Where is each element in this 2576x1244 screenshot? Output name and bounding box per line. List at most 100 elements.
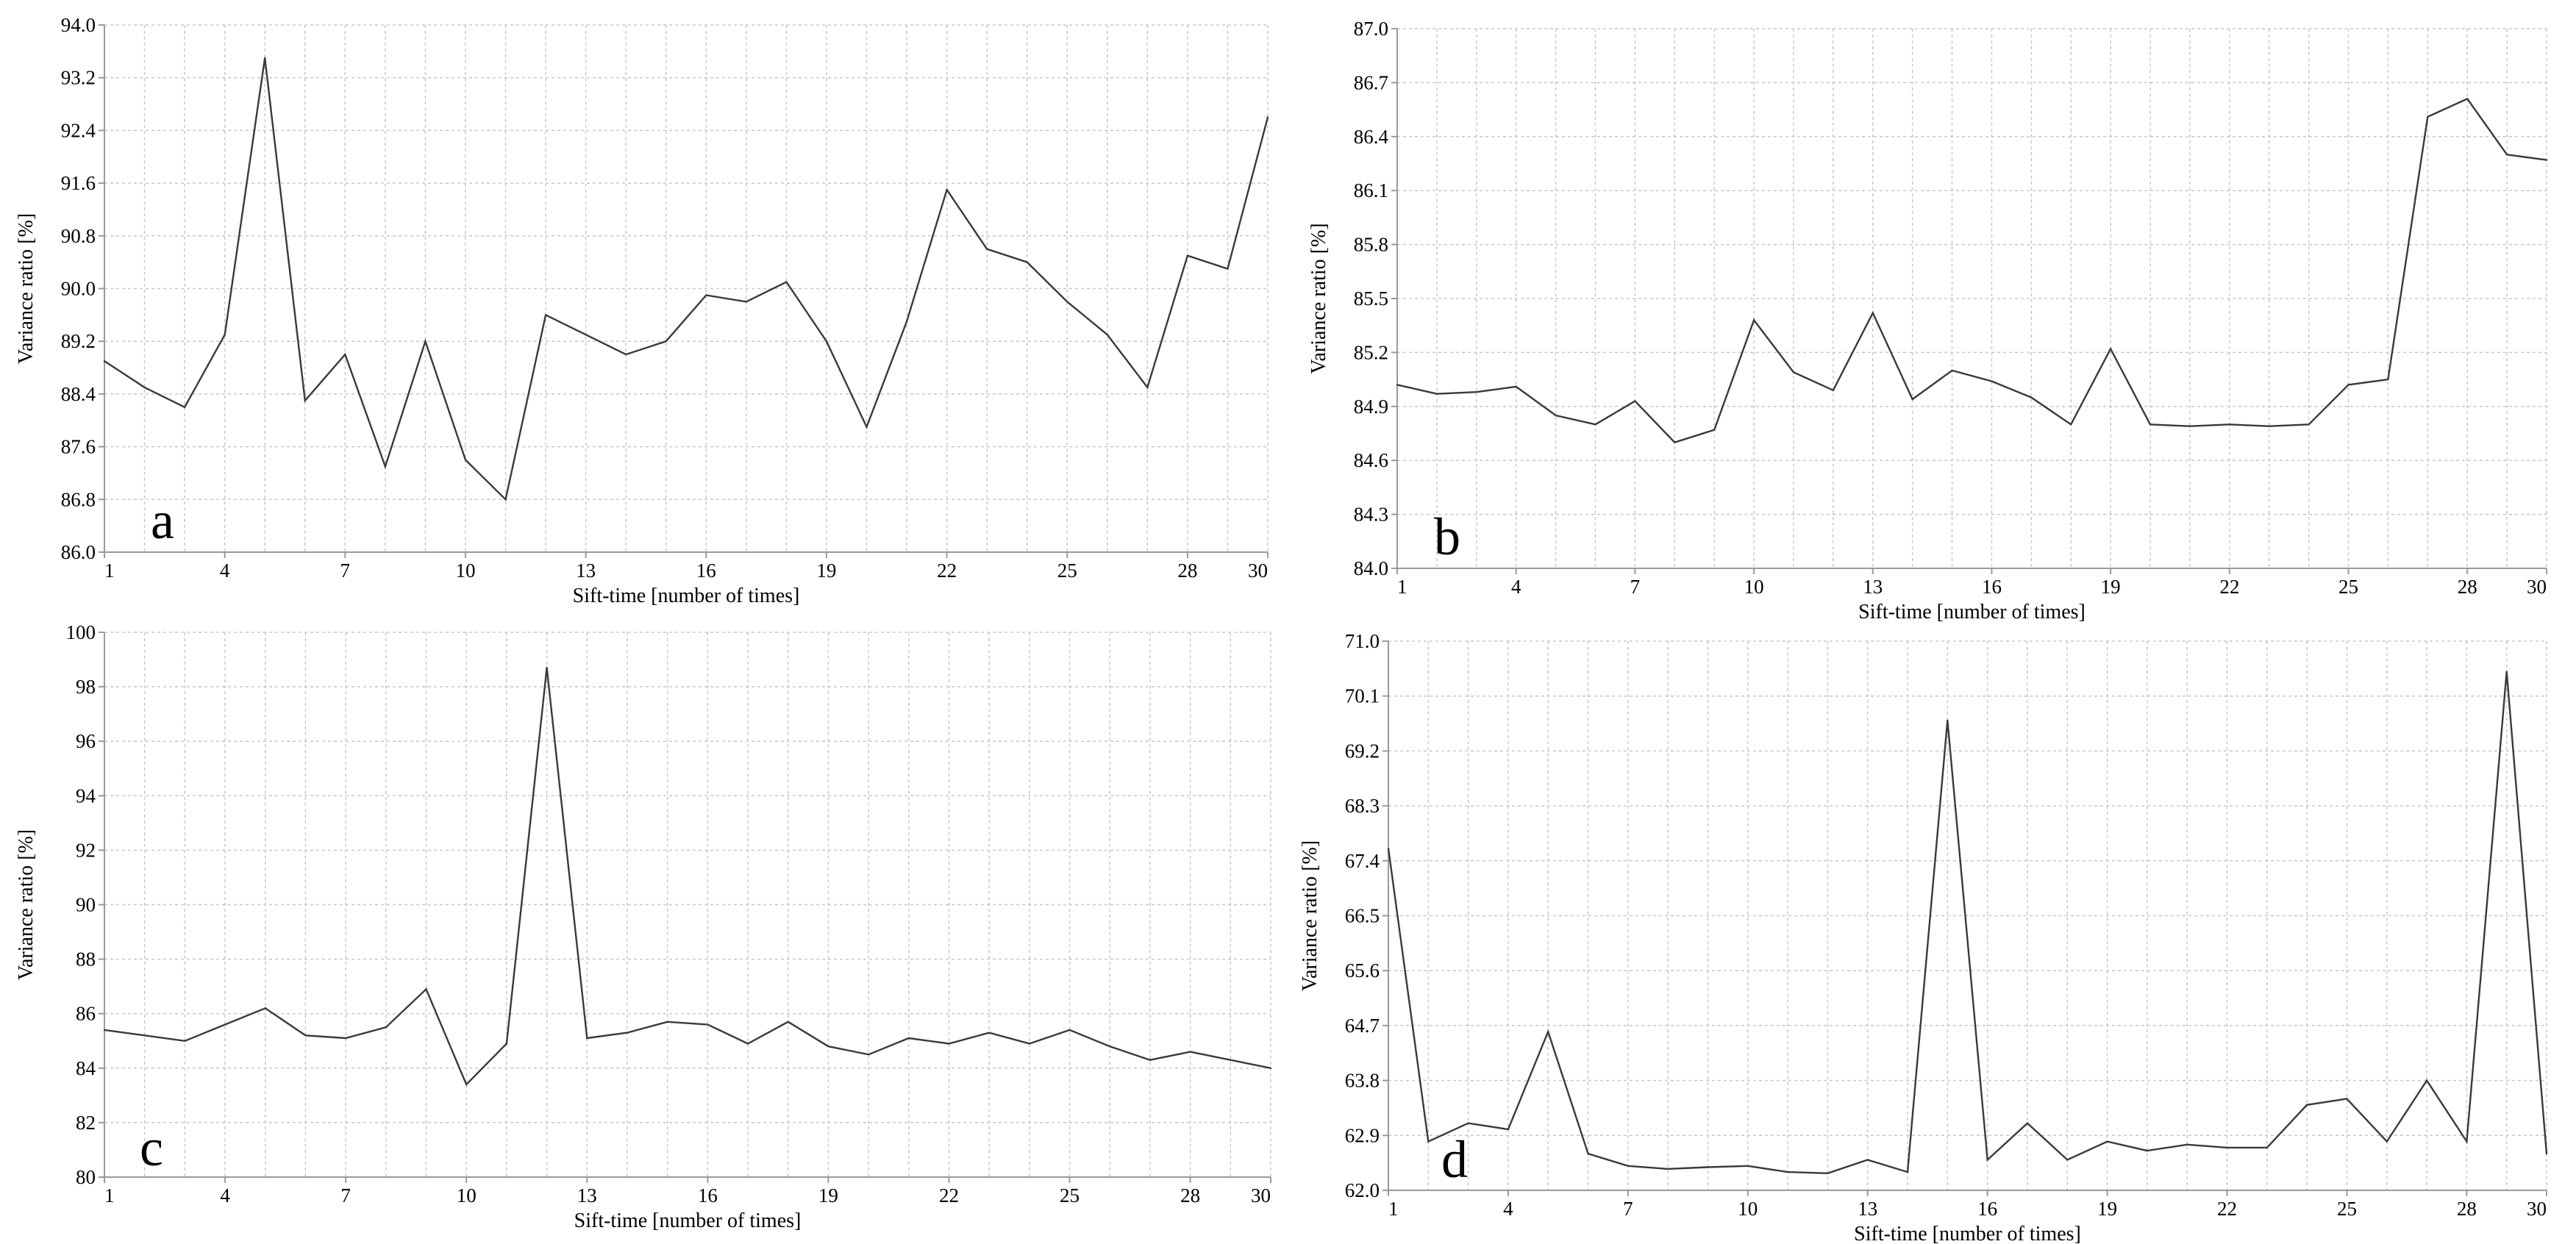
data-point: [2346, 1098, 2348, 1100]
chart-panel-c: 80 82 84 86 88 90 92 94 96 98 100 1 4 7 10 13 16 19 22 25 28…: [15, 621, 1272, 1232]
data-point: [988, 1032, 991, 1034]
x-tick-label: 22: [2219, 576, 2239, 598]
x-tick-label: 25: [2338, 576, 2358, 598]
x-tick-label: 1: [104, 560, 115, 582]
data-point: [385, 1026, 388, 1029]
data-point: [1427, 1140, 1430, 1143]
data-point: [624, 353, 627, 356]
x-tick-label: 10: [455, 560, 475, 582]
data-point: [424, 340, 427, 343]
data-point: [1028, 1043, 1031, 1045]
x-tick-label: 25: [1057, 560, 1077, 582]
x-tick-label: 13: [577, 1184, 597, 1207]
data-point: [264, 1007, 266, 1009]
data-point: [2545, 1153, 2548, 1155]
data-point: [2026, 1122, 2029, 1124]
series-line: [104, 668, 1271, 1087]
y-tick-label: 91.6: [61, 172, 96, 194]
data-point: [1189, 1051, 1191, 1053]
data-point: [1786, 1170, 1789, 1173]
data-point: [1752, 319, 1755, 321]
data-point: [585, 334, 587, 336]
data-point: [905, 321, 908, 323]
data-point: [103, 1029, 106, 1032]
x-tick-label: 28: [2458, 576, 2477, 598]
data-point: [1627, 1165, 1630, 1168]
x-tick-label: 10: [457, 1184, 477, 1207]
data-point: [1986, 1159, 1988, 1161]
y-tick-label: 92: [76, 839, 96, 861]
x-tick-label: 22: [939, 1184, 959, 1207]
data-point: [2347, 384, 2350, 386]
data-point: [1475, 391, 1477, 393]
y-tick-label: 68.3: [1345, 795, 1380, 817]
x-axis-label: Sift-time [number of times]: [1858, 601, 2086, 623]
data-point: [2226, 1146, 2228, 1149]
data-point: [2466, 98, 2469, 100]
data-point: [2146, 1149, 2149, 1152]
x-tick-label: 16: [698, 1184, 718, 1207]
y-tick-label: 86.1: [1354, 179, 1388, 201]
data-point: [546, 666, 548, 669]
x-tick-label: 25: [2337, 1198, 2357, 1220]
y-tick-label: 96: [76, 730, 96, 752]
data-point: [1387, 848, 1390, 850]
x-tick-label: 4: [220, 1184, 230, 1207]
data-point: [1594, 423, 1596, 426]
x-tick-label: 4: [1503, 1198, 1513, 1220]
y-tick-label: 84: [76, 1057, 96, 1079]
data-point: [946, 188, 948, 191]
x-tick-label: 10: [1744, 576, 1764, 598]
data-point: [464, 459, 467, 461]
x-tick-label: 7: [340, 560, 351, 582]
data-point: [1068, 1029, 1071, 1032]
series-line: [104, 57, 1269, 501]
y-axis-label: Variance ratio [%]: [1307, 223, 1330, 373]
data-point: [1906, 1170, 1909, 1173]
data-point: [2505, 154, 2508, 156]
y-tick-label: 86.7: [1354, 71, 1388, 93]
y-tick-label: 86: [76, 1003, 96, 1025]
y-tick-label: 67.4: [1345, 850, 1380, 872]
data-point: [1666, 1168, 1669, 1170]
y-tick-label: 84.3: [1354, 504, 1388, 526]
y-tick-label: 62.0: [1345, 1179, 1380, 1201]
y-tick-label: 65.6: [1345, 959, 1380, 982]
data-point: [143, 386, 146, 389]
data-point: [1435, 393, 1438, 395]
data-point: [2308, 423, 2310, 426]
y-tick-label: 89.2: [61, 330, 96, 352]
data-point: [707, 1023, 709, 1026]
x-tick-label: 16: [696, 560, 716, 582]
x-axis-label: Sift-time [number of times]: [573, 585, 800, 607]
x-tick-label: 30: [1248, 560, 1268, 582]
y-axis-label: Variance ratio [%]: [1299, 840, 1321, 991]
data-point: [2228, 423, 2231, 426]
data-point: [1146, 386, 1149, 389]
data-point: [2106, 1140, 2108, 1143]
x-tick-label: 22: [937, 560, 957, 582]
data-point: [825, 340, 828, 343]
data-point: [1911, 398, 1913, 401]
y-axis-label: Variance ratio [%]: [15, 829, 38, 980]
data-point: [1066, 301, 1068, 303]
x-tick-label: 25: [1060, 1184, 1080, 1207]
data-point: [184, 1040, 186, 1042]
y-tick-label: 90.8: [61, 225, 96, 247]
data-point: [1991, 380, 1993, 382]
x-tick-label: 19: [818, 1184, 838, 1207]
data-point: [2305, 1104, 2308, 1107]
y-tick-label: 66.5: [1345, 905, 1380, 927]
data-point: [1266, 116, 1269, 118]
y-tick-label: 69.2: [1345, 740, 1380, 762]
x-tick-label: 4: [1511, 576, 1521, 598]
data-point: [586, 1037, 588, 1040]
data-point: [2466, 1140, 2468, 1143]
y-tick-label: 84.0: [1354, 557, 1388, 579]
data-point: [1707, 1166, 1709, 1168]
data-point: [1792, 371, 1795, 373]
data-point: [2066, 1159, 2069, 1161]
x-tick-label: 30: [2527, 1198, 2547, 1220]
data-point: [2425, 1079, 2428, 1082]
